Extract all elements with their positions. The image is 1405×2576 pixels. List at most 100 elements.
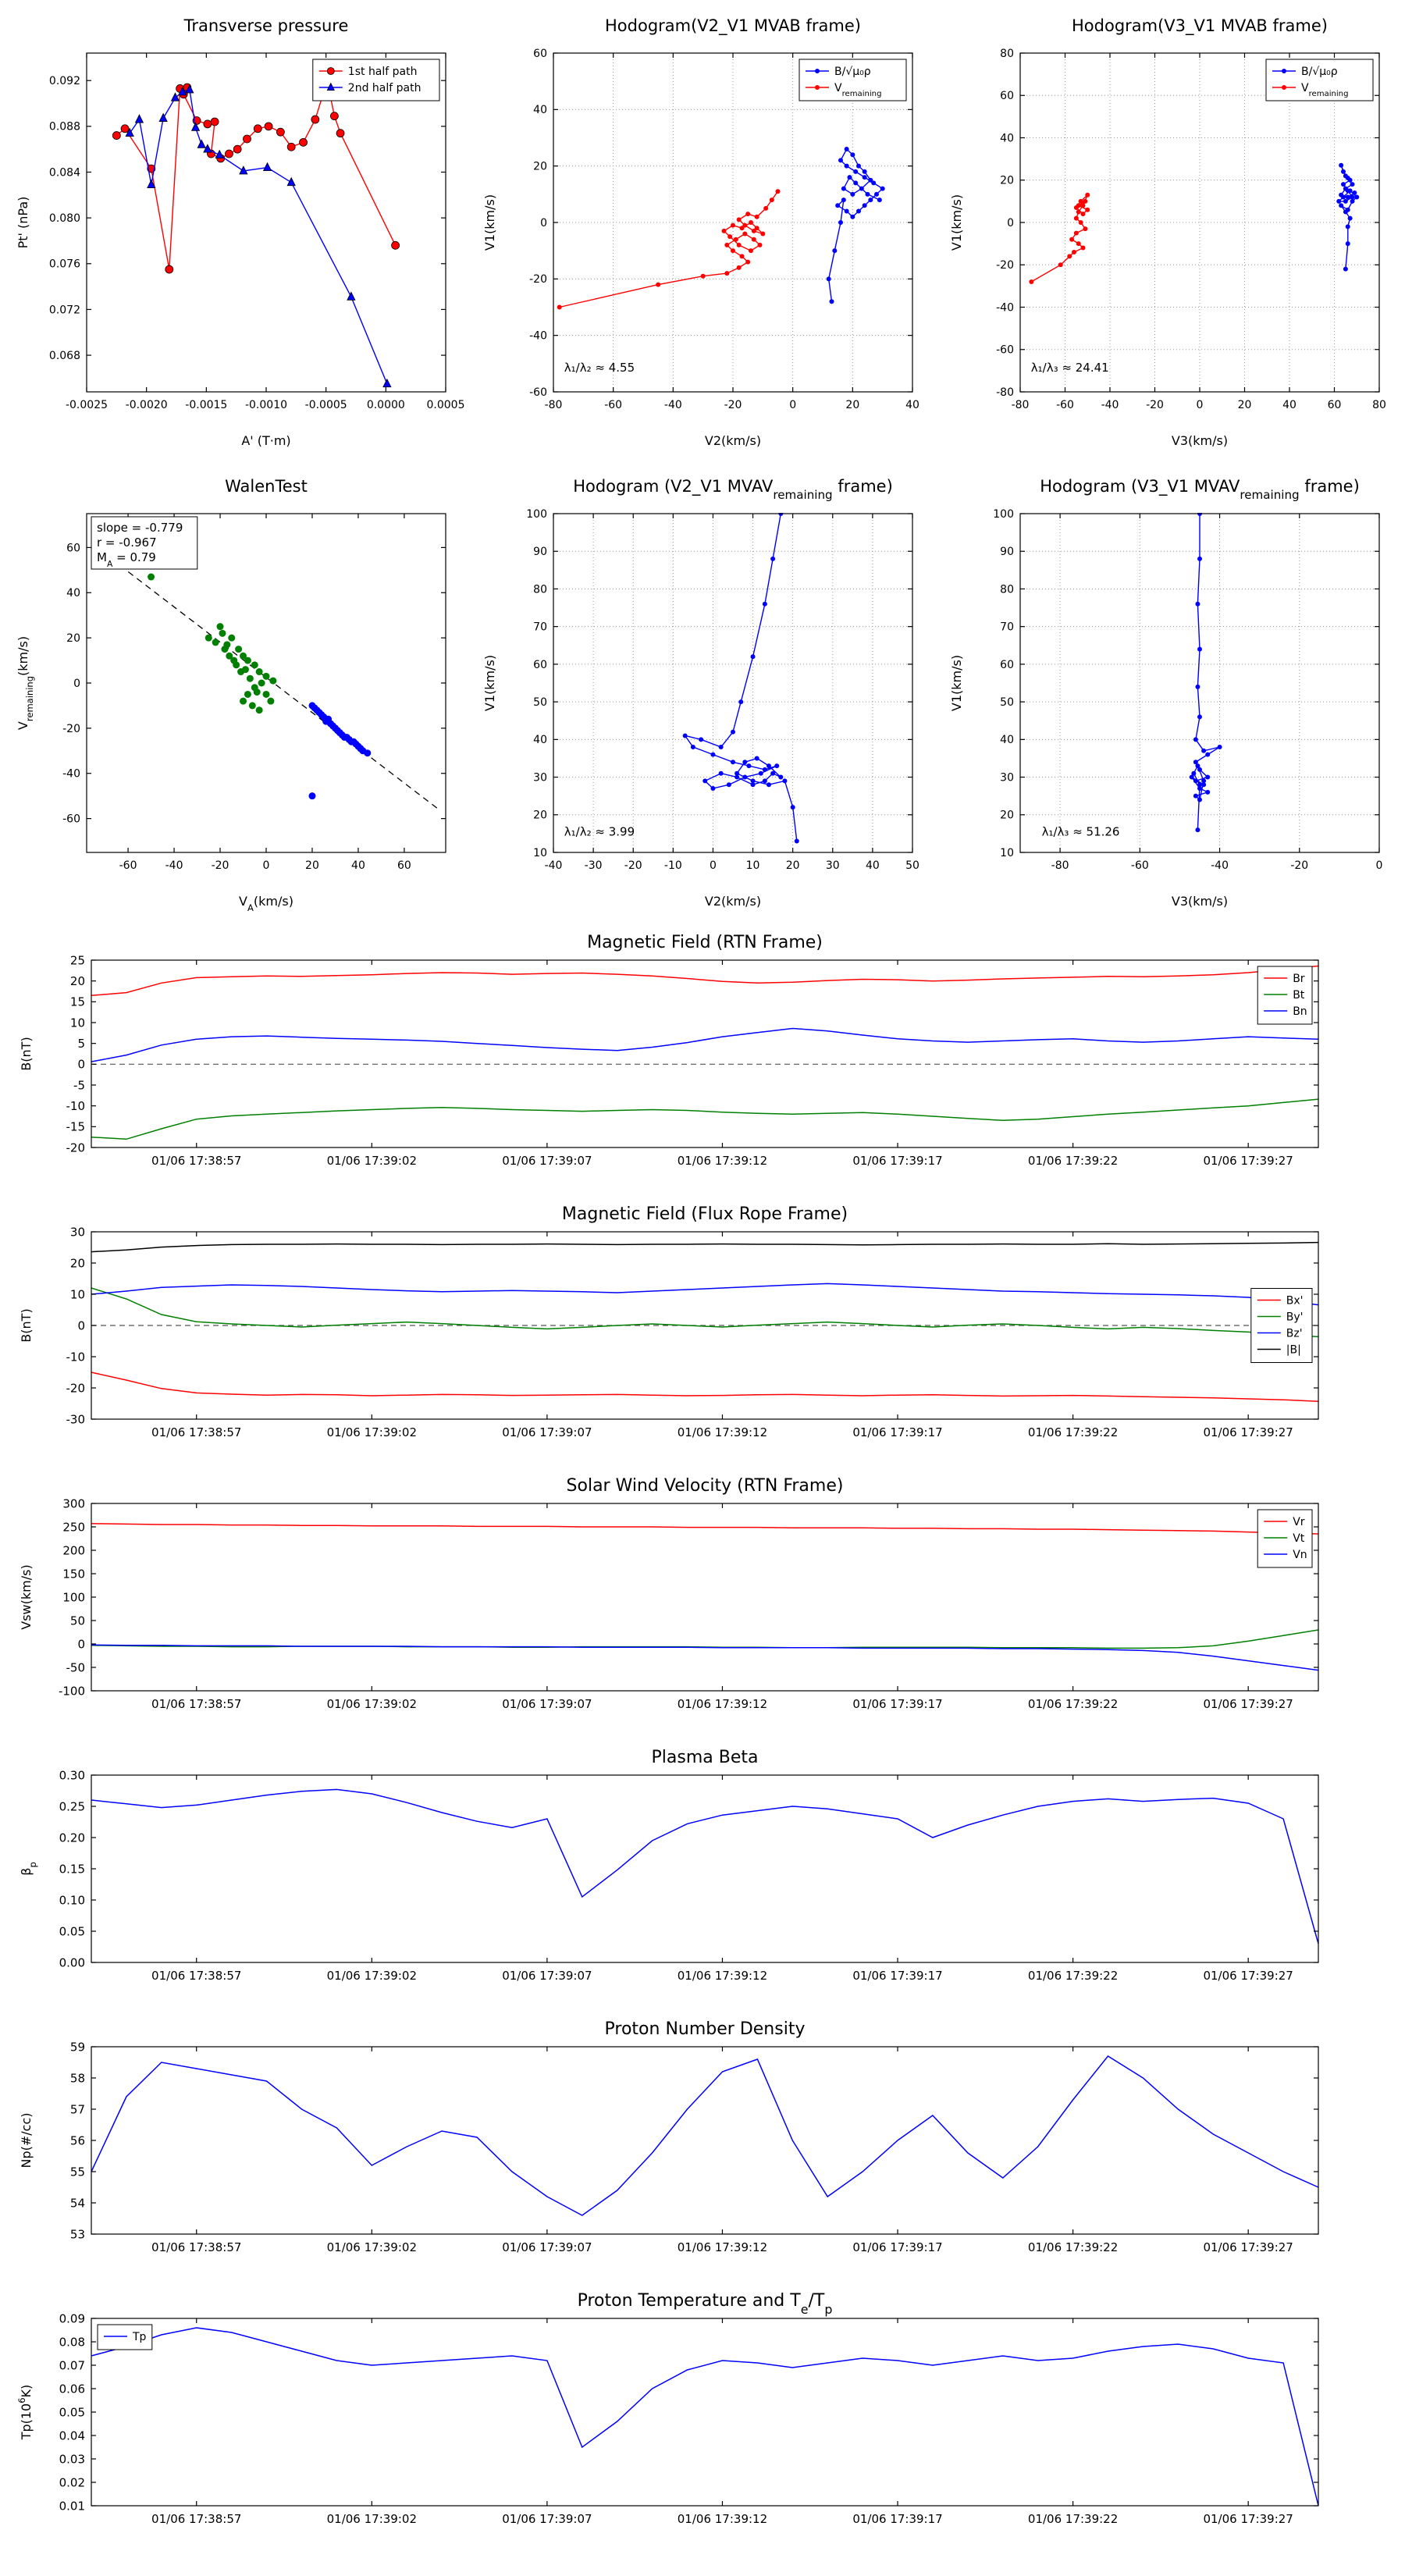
- y-tick-label: 53: [70, 2227, 85, 2241]
- y-tick-label: 40: [533, 104, 547, 116]
- series-line-0: [93, 544, 439, 810]
- marker-dot: [1085, 192, 1090, 197]
- panel-transverse-pressure: -0.0025 -0.0020 -0.0015 -0.0010 -0.0005 0.000…: [5, 3, 466, 457]
- marker-dot: [736, 265, 742, 270]
- marker-dot: [233, 661, 240, 669]
- x-tick-label: 01/06 17:39:17: [852, 2240, 942, 2254]
- series-Bz': [91, 1283, 1319, 1306]
- marker-dot: [1029, 279, 1034, 284]
- y-tick-label: 0.06: [59, 2382, 85, 2396]
- x-axis-label: A' (T·m): [241, 433, 290, 448]
- panel-title: Hodogram(V3_V1 MVAB frame): [1072, 16, 1328, 36]
- marker-dot: [841, 186, 846, 191]
- marker-dot: [838, 158, 843, 163]
- marker-dot: [240, 697, 247, 705]
- marker-dot: [1352, 190, 1357, 196]
- x-tick-label: -60: [1131, 859, 1149, 872]
- panel-plasma-beta-container: 01/06 17:38:57 01/06 17:39:02 01/06 17:39:…: [4, 1739, 1401, 2005]
- marker-circle: [120, 124, 130, 133]
- marker-dot: [775, 189, 781, 194]
- y-tick-label: 57: [70, 2102, 85, 2116]
- marker-dot: [228, 634, 236, 642]
- tick-labels: -40 -30 -20 -10 0 10 20 30 40 50 10 20 30 40 50 60 70 80 9…: [526, 508, 919, 872]
- y-tick-label: 0.00: [59, 1955, 85, 1969]
- x-tick-label: -20: [624, 859, 642, 872]
- x-tick-label: 01/06 17:39:22: [1028, 2512, 1118, 2526]
- series-group: [557, 146, 885, 310]
- tick-labels: 01/06 17:38:57 01/06 17:39:02 01/06 17:39:…: [59, 1496, 1293, 1711]
- marker-dot: [1345, 194, 1350, 200]
- tick-labels: 01/06 17:38:57 01/06 17:39:02 01/06 17:39:…: [66, 1225, 1293, 1439]
- marker-dot: [1339, 203, 1344, 208]
- y-tick-label: 0: [1007, 217, 1014, 229]
- legend: Bx' By' Bz' |B|: [1250, 1288, 1313, 1363]
- marker-dot: [216, 623, 224, 631]
- marker-dot: [742, 760, 748, 765]
- panel-transverse-pressure-container: -0.0025 -0.0020 -0.0015 -0.0010 -0.0005 0.000…: [5, 3, 466, 457]
- y-tick-label: 30: [70, 1225, 85, 1239]
- marker-dot: [1080, 212, 1086, 217]
- marker-dot: [718, 744, 724, 749]
- x-axis-label: V2(km/s): [705, 894, 761, 909]
- marker-dot: [835, 203, 841, 208]
- y-tick-label: 60: [66, 542, 80, 554]
- marker-dot: [815, 69, 820, 73]
- series-line-0: [91, 2055, 1319, 2216]
- marker-dot: [738, 699, 744, 705]
- legend-label: Br: [1293, 973, 1305, 985]
- y-tick-label: 0.09: [59, 2311, 85, 2325]
- x-axis-label: VA(km/s): [239, 894, 293, 913]
- x-tick-label: 01/06 17:39:27: [1203, 1969, 1293, 1983]
- y-axis-label: V1(km/s): [482, 194, 497, 251]
- series-Vn: [91, 1644, 1319, 1671]
- x-axis-label: V3(km/s): [1172, 894, 1228, 909]
- marker-dot: [838, 220, 843, 225]
- marker-dot: [1195, 827, 1200, 833]
- panel-mf-flux-rope-container: 01/06 17:38:57 01/06 17:39:02 01/06 17:39:…: [4, 1196, 1401, 1461]
- y-tick-label: 0.02: [59, 2475, 85, 2489]
- legend-label: Vremaining: [834, 82, 881, 98]
- marker-dot: [739, 254, 745, 259]
- marker-triangle: [215, 149, 224, 158]
- panel-title: Magnetic Field (RTN Frame): [587, 933, 823, 952]
- marker-dot: [1069, 237, 1075, 242]
- y-tick-label: 10: [70, 1287, 85, 1301]
- y-axis-label: Tp(106K): [16, 2385, 34, 2441]
- marker-dot: [1197, 556, 1202, 561]
- marker-dot: [1072, 249, 1076, 254]
- x-tick-label: -10: [664, 859, 682, 872]
- marker-circle: [210, 117, 219, 126]
- tick-labels: 01/06 17:38:57 01/06 17:39:02 01/06 17:39:…: [66, 953, 1293, 1168]
- legend-box: [1257, 966, 1313, 1025]
- marker-dot: [1073, 215, 1079, 221]
- panel-title: Plasma Beta: [652, 1748, 759, 1767]
- y-tick-label: 58: [70, 2071, 85, 2085]
- y-tick-label: -20: [62, 723, 80, 735]
- panel-title: Hodogram (V3_V1 MVAVremaining frame): [1040, 477, 1360, 502]
- x-tick-label: 01/06 17:39:27: [1203, 1697, 1293, 1711]
- marker-dot: [832, 248, 838, 254]
- marker-dot: [731, 248, 735, 254]
- marker-dot: [735, 770, 740, 776]
- y-tick-label: 0.05: [59, 2405, 85, 2419]
- marker-dot: [790, 805, 795, 810]
- y-tick-label: 250: [62, 1520, 85, 1534]
- panel-background: [4, 924, 1401, 1190]
- y-axis-label: V1(km/s): [949, 655, 964, 711]
- marker-triangle: [170, 92, 180, 101]
- marker-dot: [1073, 230, 1079, 236]
- panel-title: Hodogram(V2_V1 MVAB frame): [605, 16, 861, 36]
- marker-dot: [1076, 241, 1081, 247]
- x-tick-label: 01/06 17:39:17: [852, 1969, 942, 1983]
- x-tick-label: 01/06 17:39:07: [502, 1425, 592, 1439]
- marker-dot: [733, 237, 738, 242]
- marker-dot: [745, 259, 751, 265]
- legend-label: Bx': [1286, 1295, 1304, 1308]
- stats-line: slope = -0.779: [97, 521, 183, 535]
- x-tick-label: -80: [545, 399, 563, 411]
- y-tick-label: -20: [66, 1140, 86, 1155]
- x-tick-label: 01/06 17:39:12: [678, 1154, 767, 1168]
- tick-labels: 01/06 17:38:57 01/06 17:39:02 01/06 17:39:…: [70, 2040, 1293, 2254]
- y-axis-label: B(nT): [19, 1308, 34, 1342]
